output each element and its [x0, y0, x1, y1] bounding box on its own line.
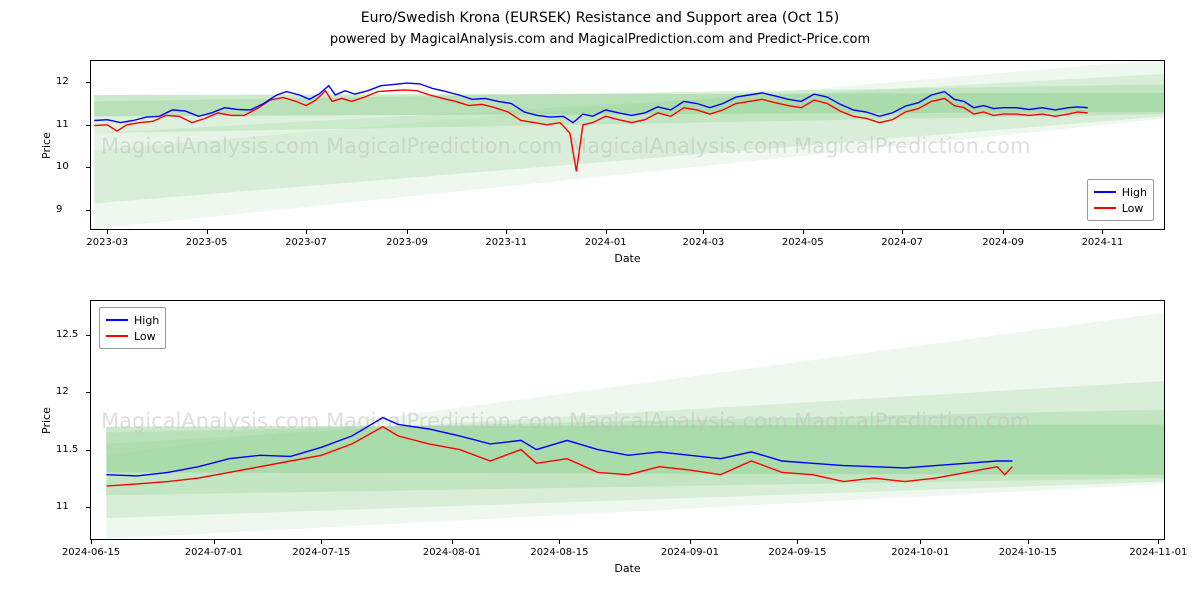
chart-top-lines — [91, 61, 1164, 229]
chart-bottom-plot: MagicalAnalysis.com MagicalPrediction.co… — [91, 301, 1164, 539]
legend-label-high: High — [1122, 186, 1147, 199]
xtick-label: 2024-08-15 — [529, 547, 589, 558]
ytick-mark — [86, 507, 91, 508]
legend-row-high: High — [106, 312, 159, 328]
ytick-mark — [86, 82, 91, 83]
ytick-mark — [86, 210, 91, 211]
xtick-mark — [506, 229, 507, 234]
legend-row-high: High — [1094, 184, 1147, 200]
xtick-mark — [407, 229, 408, 234]
legend-swatch-high — [1094, 191, 1116, 193]
legend-bottom: High Low — [99, 307, 166, 349]
xtick-mark — [606, 229, 607, 234]
xtick-label: 2024-08-01 — [422, 547, 482, 558]
xtick-label: 2023-03 — [77, 237, 137, 248]
xtick-mark — [306, 229, 307, 234]
xtick-mark — [920, 539, 921, 544]
legend-row-low: Low — [1094, 200, 1147, 216]
page-root: Euro/Swedish Krona (EURSEK) Resistance a… — [0, 0, 1200, 600]
xtick-label: 2024-10-01 — [890, 547, 950, 558]
xtick-mark — [1158, 539, 1159, 544]
xtick-mark — [1028, 539, 1029, 544]
ytick-mark — [86, 335, 91, 336]
chart-subtitle: powered by MagicalAnalysis.com and Magic… — [0, 32, 1200, 47]
chart-bottom-ylabel: Price — [40, 407, 53, 434]
chart-bottom-lines — [91, 301, 1164, 539]
ytick-mark — [86, 125, 91, 126]
xtick-label: 2023-09 — [377, 237, 437, 248]
ytick-label: 9 — [56, 204, 62, 215]
ytick-mark — [86, 392, 91, 393]
chart-top-ylabel: Price — [40, 132, 53, 159]
legend-swatch-low — [106, 335, 128, 337]
xtick-mark — [1003, 229, 1004, 234]
ytick-label: 11 — [56, 501, 69, 512]
legend-swatch-low — [1094, 207, 1116, 209]
xtick-mark — [107, 229, 108, 234]
xtick-label: 2024-07-15 — [291, 547, 351, 558]
ytick-label: 11 — [56, 119, 69, 130]
xtick-label: 2023-11 — [476, 237, 536, 248]
xtick-label: 2023-07 — [276, 237, 336, 248]
chart-top-xlabel: Date — [90, 252, 1165, 265]
ytick-label: 11.5 — [56, 444, 78, 455]
legend-label-low: Low — [1122, 202, 1144, 215]
xtick-label: 2024-09-01 — [660, 547, 720, 558]
xtick-mark — [902, 229, 903, 234]
xtick-mark — [214, 539, 215, 544]
xtick-mark — [207, 229, 208, 234]
legend-row-low: Low — [106, 328, 159, 344]
xtick-mark — [803, 229, 804, 234]
xtick-label: 2024-07-01 — [184, 547, 244, 558]
ytick-label: 10 — [56, 161, 69, 172]
xtick-label: 2024-07 — [872, 237, 932, 248]
legend-label-low: Low — [134, 330, 156, 343]
xtick-mark — [452, 539, 453, 544]
legend-top: High Low — [1087, 179, 1154, 221]
chart-title: Euro/Swedish Krona (EURSEK) Resistance a… — [0, 10, 1200, 26]
xtick-mark — [797, 539, 798, 544]
xtick-label: 2024-09 — [973, 237, 1033, 248]
ytick-label: 12 — [56, 386, 69, 397]
xtick-mark — [690, 539, 691, 544]
chart-bottom: MagicalAnalysis.com MagicalPrediction.co… — [90, 300, 1165, 540]
legend-label-high: High — [134, 314, 159, 327]
xtick-mark — [91, 539, 92, 544]
xtick-label: 2024-01 — [576, 237, 636, 248]
xtick-label: 2024-03 — [673, 237, 733, 248]
xtick-label: 2024-09-15 — [767, 547, 827, 558]
chart-top: MagicalAnalysis.com MagicalPrediction.co… — [90, 60, 1165, 230]
xtick-label: 2024-10-15 — [998, 547, 1058, 558]
ytick-label: 12 — [56, 76, 69, 87]
ytick-mark — [86, 450, 91, 451]
xtick-label: 2024-11-01 — [1128, 547, 1188, 558]
xtick-mark — [703, 229, 704, 234]
xtick-mark — [321, 539, 322, 544]
xtick-label: 2023-05 — [177, 237, 237, 248]
xtick-label: 2024-05 — [773, 237, 833, 248]
chart-top-plot: MagicalAnalysis.com MagicalPrediction.co… — [91, 61, 1164, 229]
ytick-label: 12.5 — [56, 329, 78, 340]
xtick-label: 2024-11 — [1072, 237, 1132, 248]
xtick-label: 2024-06-15 — [61, 547, 121, 558]
xtick-mark — [1102, 229, 1103, 234]
ytick-mark — [86, 167, 91, 168]
legend-swatch-high — [106, 319, 128, 321]
chart-bottom-xlabel: Date — [90, 562, 1165, 575]
xtick-mark — [559, 539, 560, 544]
